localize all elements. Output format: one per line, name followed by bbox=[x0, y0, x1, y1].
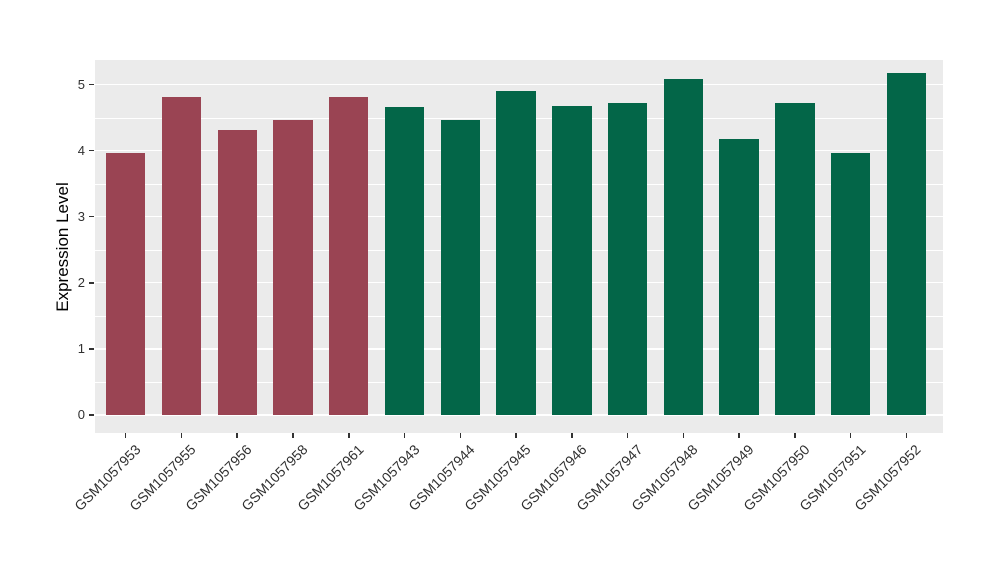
x-tick-label: GSM1057946 bbox=[517, 441, 590, 514]
x-tick-mark bbox=[849, 433, 852, 438]
x-tick-mark bbox=[794, 433, 796, 438]
x-tick-label: GSM1057947 bbox=[572, 441, 646, 514]
y-tick-label: 3 bbox=[77, 208, 85, 224]
x-tick-mark bbox=[571, 433, 573, 438]
x-tick-mark bbox=[292, 433, 294, 438]
bar-GSM1057948 bbox=[663, 79, 704, 415]
x-tick-label: GSM1057961 bbox=[293, 441, 367, 514]
bar-GSM1057953 bbox=[106, 152, 146, 415]
bar-GSM1057949 bbox=[719, 138, 759, 415]
x-tick-label: GSM1057952 bbox=[851, 441, 925, 514]
bar-GSM1057958 bbox=[273, 119, 313, 415]
x-tick-mark bbox=[124, 433, 127, 438]
y-tick-mark bbox=[89, 215, 94, 218]
x-tick-label: GSM1057948 bbox=[628, 441, 701, 514]
x-tick-label: GSM1057944 bbox=[405, 441, 478, 514]
y-tick-label: 4 bbox=[77, 142, 85, 158]
y-tick-mark bbox=[89, 83, 94, 86]
y-tick-label: 5 bbox=[77, 76, 85, 92]
x-tick-mark bbox=[348, 433, 350, 438]
bar-GSM1057950 bbox=[775, 103, 815, 415]
y-tick-label: 2 bbox=[77, 274, 85, 290]
y-tick-label: 1 bbox=[77, 340, 85, 356]
x-tick-mark bbox=[180, 433, 183, 438]
x-tick-mark bbox=[515, 433, 517, 438]
bar-GSM1057956 bbox=[217, 130, 257, 415]
y-tick-mark bbox=[89, 348, 94, 350]
x-tick-mark bbox=[626, 433, 629, 438]
x-tick-mark bbox=[403, 433, 406, 438]
plot-panel bbox=[95, 60, 943, 433]
x-tick-label: GSM1057949 bbox=[684, 441, 757, 514]
y-tick-mark bbox=[89, 282, 94, 284]
bar-GSM1057952 bbox=[886, 73, 927, 415]
x-tick-mark bbox=[905, 433, 908, 438]
grid-line-major bbox=[95, 414, 943, 416]
bar-GSM1057951 bbox=[831, 152, 871, 415]
x-tick-label: GSM1057958 bbox=[238, 441, 311, 514]
x-tick-label: GSM1057943 bbox=[349, 441, 423, 514]
x-tick-mark bbox=[236, 433, 238, 438]
x-tick-label: GSM1057953 bbox=[70, 441, 144, 514]
bar-GSM1057947 bbox=[607, 103, 648, 415]
x-tick-mark bbox=[738, 433, 740, 438]
bar-GSM1057946 bbox=[552, 105, 592, 415]
y-tick-label: 0 bbox=[77, 407, 85, 422]
grid-line-major bbox=[95, 83, 943, 86]
bar-GSM1057945 bbox=[496, 91, 536, 415]
bar-GSM1057944 bbox=[440, 119, 480, 415]
bar-GSM1057955 bbox=[161, 97, 202, 415]
x-tick-label: GSM1057950 bbox=[740, 441, 813, 514]
bar-GSM1057943 bbox=[384, 106, 425, 415]
x-tick-label: GSM1057955 bbox=[126, 441, 200, 514]
bar-GSM1057961 bbox=[329, 97, 369, 415]
x-tick-mark bbox=[459, 433, 462, 438]
y-tick-mark bbox=[89, 149, 94, 152]
x-tick-label: GSM1057951 bbox=[795, 441, 869, 514]
x-tick-label: GSM1057956 bbox=[182, 441, 255, 514]
x-tick-mark bbox=[682, 433, 685, 438]
y-tick-mark bbox=[89, 414, 94, 416]
x-tick-label: GSM1057945 bbox=[461, 441, 534, 514]
